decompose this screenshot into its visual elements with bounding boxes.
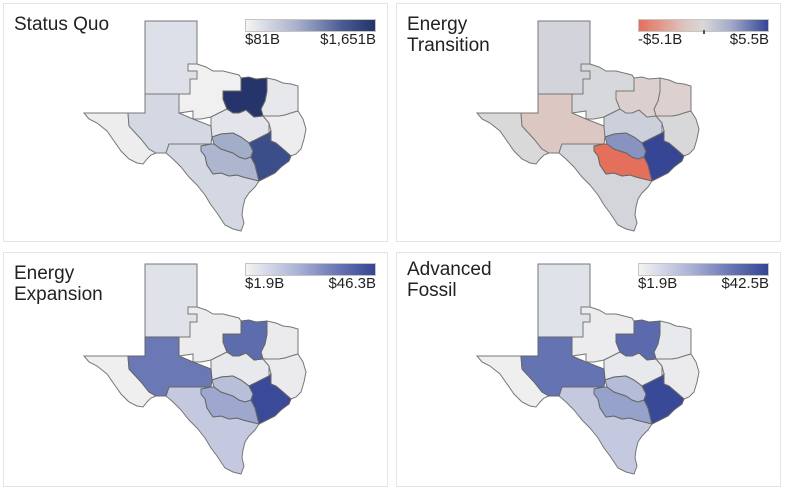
panel-advanced-fossil: Advanced Fossil $1.9B $42.5B [396, 252, 781, 487]
legend-gradient-bar [638, 263, 769, 276]
panel-title: Status Quo [14, 14, 110, 35]
legend-min-label: $1.9B [638, 275, 678, 292]
panel-status-quo: Status Quo $81B $1,651B [3, 3, 388, 242]
legend-gradient-bar [245, 263, 376, 276]
panel-energy-transition: Energy Transition -$5.1B $5.5B [396, 3, 781, 242]
color-legend: -$5.1B $5.5B [638, 19, 769, 48]
region-panhandle[interactable] [144, 20, 198, 95]
legend-max-label: $42.5B [721, 275, 769, 292]
color-legend: $1.9B $46.3B [245, 263, 376, 292]
region-panhandle[interactable] [537, 20, 591, 95]
region-panhandle[interactable] [537, 263, 591, 338]
legend-max-label: $46.3B [328, 275, 376, 292]
legend-max-label: $5.5B [729, 31, 769, 48]
legend-gradient-bar [245, 19, 376, 32]
color-legend: $81B $1,651B [245, 19, 376, 48]
legend-gradient-bar [638, 19, 769, 34]
region-panhandle[interactable] [144, 263, 198, 338]
legend-min-label: $1.9B [245, 275, 285, 292]
panel-title: Advanced Fossil [407, 259, 492, 301]
legend-max-label: $1,651B [320, 31, 376, 48]
legend-zero-tick [703, 30, 705, 34]
color-legend: $1.9B $42.5B [638, 263, 769, 292]
panel-energy-expansion: Energy Expansion $1.9B $46.3B [3, 252, 388, 487]
panel-title: Energy Transition [407, 14, 490, 56]
legend-min-label: -$5.1B [638, 31, 683, 48]
legend-min-label: $81B [245, 31, 281, 48]
panel-title: Energy Expansion [14, 263, 103, 305]
